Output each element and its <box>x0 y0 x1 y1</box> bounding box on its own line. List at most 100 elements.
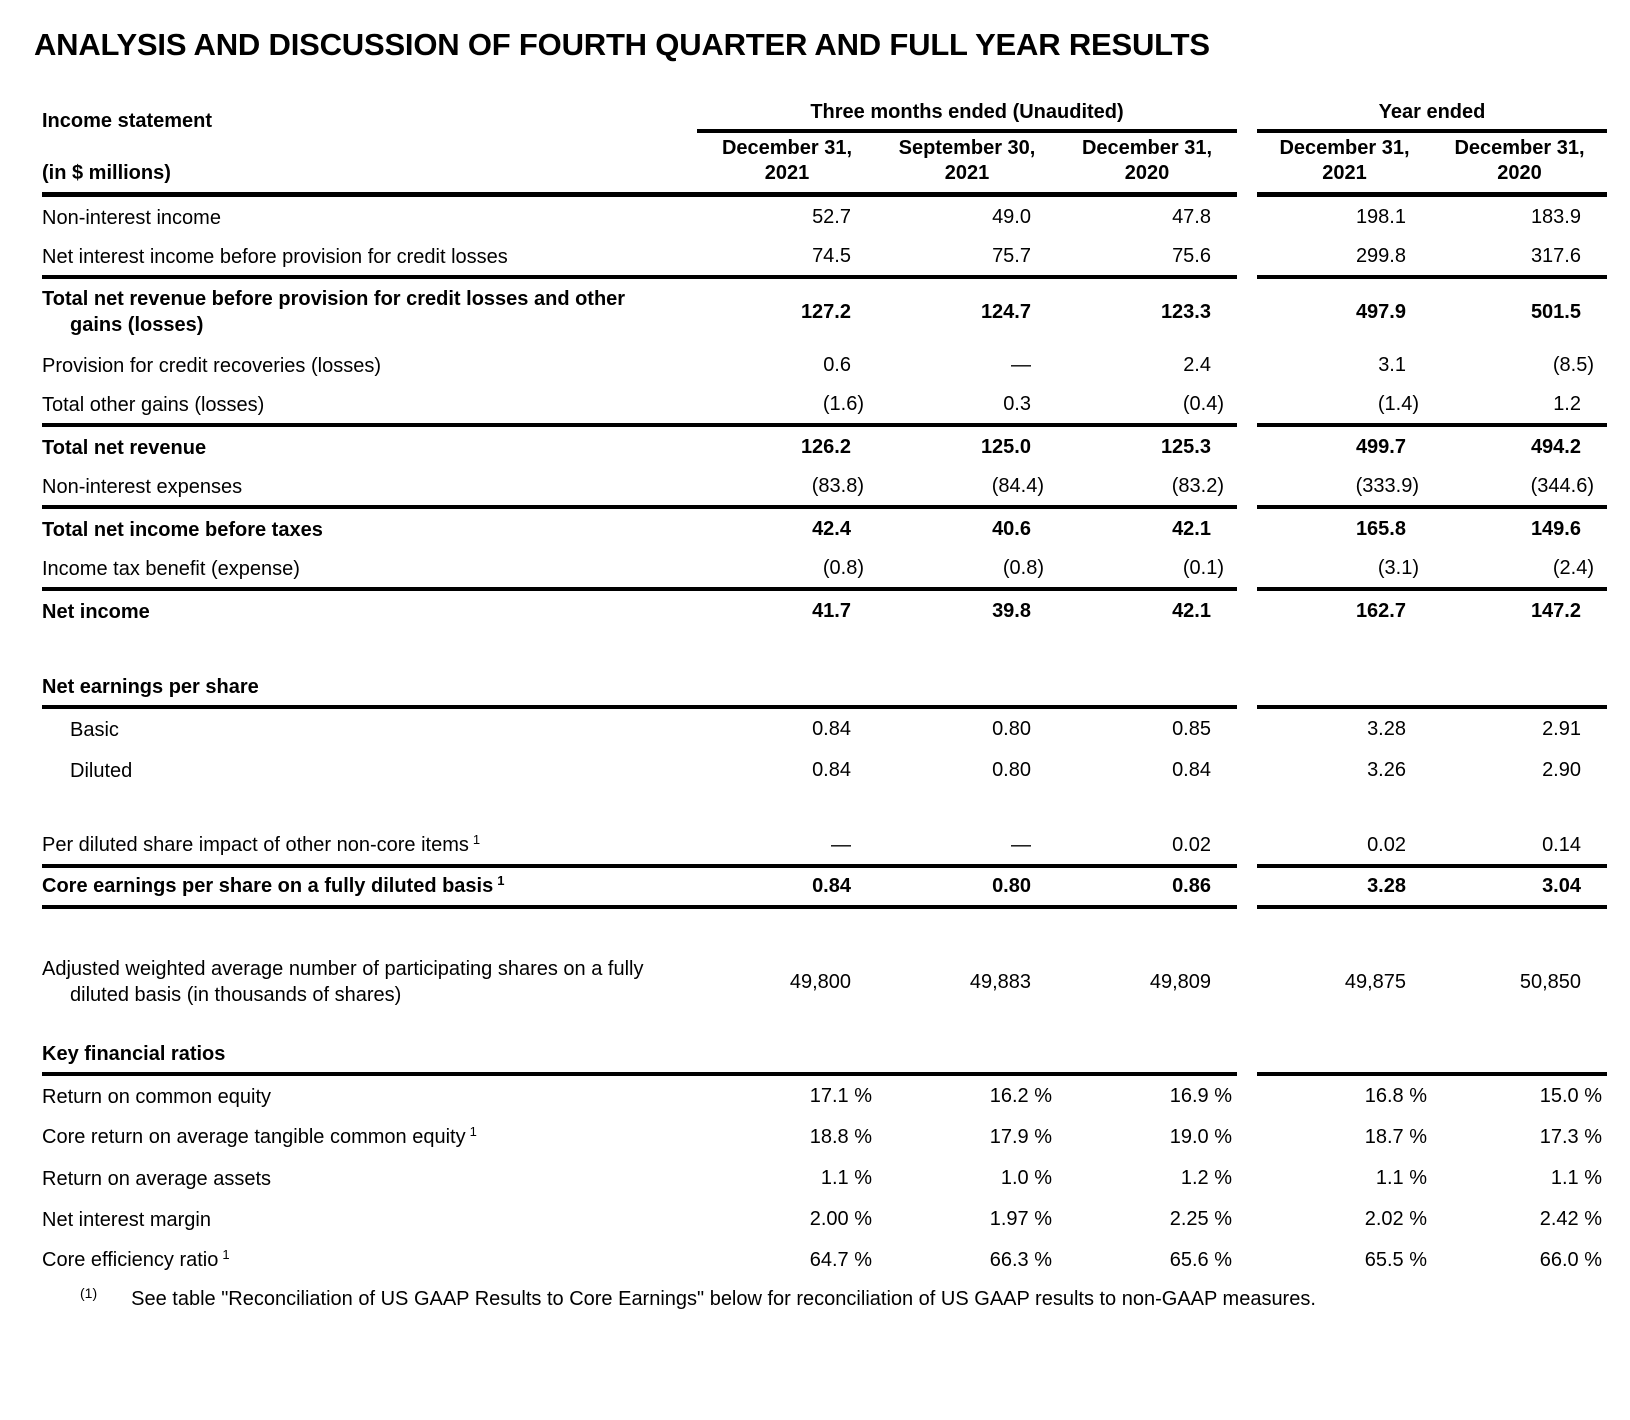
cell-value: 0.84 <box>1172 759 1211 781</box>
column-header: December 31, 2020 <box>1432 133 1607 197</box>
column-group-gap <box>1237 345 1257 386</box>
cell-value: 499.7 <box>1355 436 1406 458</box>
cell-value: 162.7 <box>1355 600 1406 622</box>
cell-value: 0.84 <box>812 759 851 781</box>
cell-value: 125.0 <box>980 436 1031 458</box>
cell-value: 2.00 % <box>809 1208 872 1230</box>
footnote-reference: 1 <box>222 1246 230 1262</box>
cell-value: — <box>1011 354 1031 376</box>
cell-value: (0.4) <box>1057 386 1237 427</box>
row-label: Return on common equity <box>42 1085 272 1108</box>
column-group-gap <box>1237 197 1257 238</box>
row-spacer <box>42 791 1607 827</box>
cell-value <box>1432 1035 1607 1076</box>
cell-value: 42.1 <box>1172 600 1211 622</box>
cell-value: 0.80 <box>992 759 1031 781</box>
cell-value: 125.3 <box>1160 436 1211 458</box>
footnote: (1) See table "Reconciliation of US GAAP … <box>80 1285 1316 1311</box>
cell-value: 39.8 <box>992 600 1031 622</box>
row-label-cell: Core return on average tangible common e… <box>42 1117 697 1158</box>
section-header-row: Net earnings per share <box>42 668 1607 709</box>
column-header: December 31, 2021 <box>1257 133 1432 197</box>
cell-value: 0.80 <box>992 718 1031 740</box>
cell-value: (3.1) <box>1257 550 1432 591</box>
group-header-year-ended: Year ended <box>1257 100 1607 133</box>
row-label-cell: Total net revenue <box>42 427 697 468</box>
cell-value: 147.2 <box>1530 600 1581 622</box>
cell-value: 49,809 <box>1149 970 1211 993</box>
table-row: Non-interest income 52.7 49.0 47.8 198.1 183.… <box>42 197 1607 238</box>
cell-value: 1.1 % <box>1550 1167 1602 1189</box>
row-label: Provision for credit recoveries (losses) <box>42 354 381 377</box>
row-label: Non-interest expenses <box>42 475 243 498</box>
row-label-cell: Total net revenue before provision for c… <box>42 279 697 345</box>
cell-value: 15.0 % <box>1539 1085 1602 1107</box>
cell-value: 183.9 <box>1530 206 1581 228</box>
cell-value: 49.0 <box>992 206 1031 228</box>
column-group-gap <box>1237 468 1257 509</box>
cell-value: 16.9 % <box>1169 1085 1232 1107</box>
table-rows: Non-interest income 52.7 49.0 47.8 198.1 183.… <box>42 197 1607 1281</box>
table-row: Return on average assets 1.1 % 1.0 % 1.2 % 1… <box>42 1158 1607 1199</box>
footnote-marker: (1) <box>80 1285 98 1301</box>
cell-value: 41.7 <box>812 600 851 622</box>
cell-value: 50,850 <box>1519 970 1581 993</box>
cell-value: 3.28 <box>1367 718 1406 740</box>
cell-value: 1.2 <box>1432 386 1607 427</box>
cell-value: 17.9 % <box>989 1126 1052 1148</box>
cell-value: (0.8) <box>697 550 877 591</box>
row-label: Key financial ratios <box>42 1042 226 1065</box>
table-row: Core earnings per share on a fully dilut… <box>42 868 1607 909</box>
table-row: Core efficiency ratio 1 64.7 % 66.3 % 65.6 %… <box>42 1240 1607 1281</box>
row-label: Income tax benefit (expense) <box>42 557 300 580</box>
cell-value: 0.84 <box>812 718 851 740</box>
cell-value: (83.2) <box>1057 468 1237 509</box>
cell-value: 1.97 % <box>989 1208 1052 1230</box>
row-label: Net interest margin <box>42 1208 211 1231</box>
column-group-gap <box>1237 1117 1257 1158</box>
cell-value: 1.1 % <box>820 1167 872 1189</box>
cell-value: 0.84 <box>697 868 877 909</box>
cell-value: 2.25 % <box>1169 1208 1232 1230</box>
cell-value: 65.6 % <box>1169 1249 1232 1271</box>
table-row: Net income 41.7 39.8 42.1 162.7 147.2 <box>42 591 1607 632</box>
table-row: Total net income before taxes 42.4 40.6 42.… <box>42 509 1607 550</box>
cell-value: 127.2 <box>800 300 851 323</box>
column-group-gap <box>1237 100 1257 133</box>
row-label-cell: Basic <box>42 709 697 750</box>
row-label: Per diluted share impact of other non-co… <box>42 833 469 856</box>
cell-value: 123.3 <box>1160 300 1211 323</box>
table-left-header: Income statement <box>42 110 213 132</box>
column-group-gap <box>1237 1240 1257 1281</box>
column-group-gap <box>1237 949 1257 1015</box>
cell-value: (333.9) <box>1257 468 1432 509</box>
row-label-continuation: gains (losses) <box>70 314 204 336</box>
cell-value: 317.6 <box>1432 238 1607 279</box>
cell-value: 0.02 <box>1257 827 1432 868</box>
table-row: Provision for credit recoveries (losses)… <box>42 345 1607 386</box>
cell-value: 165.8 <box>1355 518 1406 540</box>
column-group-gap <box>1237 868 1257 909</box>
row-label: Total net income before taxes <box>42 518 323 541</box>
cell-value: 497.9 <box>1355 300 1406 323</box>
cell-value: 2.02 % <box>1364 1208 1427 1230</box>
cell-value: 3.28 <box>1257 868 1432 909</box>
cell-value: 40.6 <box>992 518 1031 540</box>
cell-value: 0.3 <box>877 386 1057 427</box>
column-header-row: (in $ millions) December 31, 2021 Septem… <box>42 133 1607 197</box>
column-group-gap <box>1237 279 1257 345</box>
row-label: Non-interest income <box>42 206 221 229</box>
cell-value: 74.5 <box>697 238 877 279</box>
cell-value: (0.1) <box>1057 550 1237 591</box>
row-label-cell: Core earnings per share on a fully dilut… <box>42 868 697 909</box>
cell-value: 2.91 <box>1542 718 1581 740</box>
cell-value: 2.42 % <box>1539 1208 1602 1230</box>
cell-value: 65.5 % <box>1364 1249 1427 1271</box>
cell-value: (1.4) <box>1257 386 1432 427</box>
column-group-gap <box>1237 591 1257 632</box>
cell-value: 149.6 <box>1530 518 1581 540</box>
row-label: Adjusted weighted average number of part… <box>42 958 644 980</box>
table-row: Net interest margin 2.00 % 1.97 % 2.25 % 2.0… <box>42 1199 1607 1240</box>
cell-value <box>1432 668 1607 709</box>
cell-value: 0.86 <box>1057 868 1237 909</box>
